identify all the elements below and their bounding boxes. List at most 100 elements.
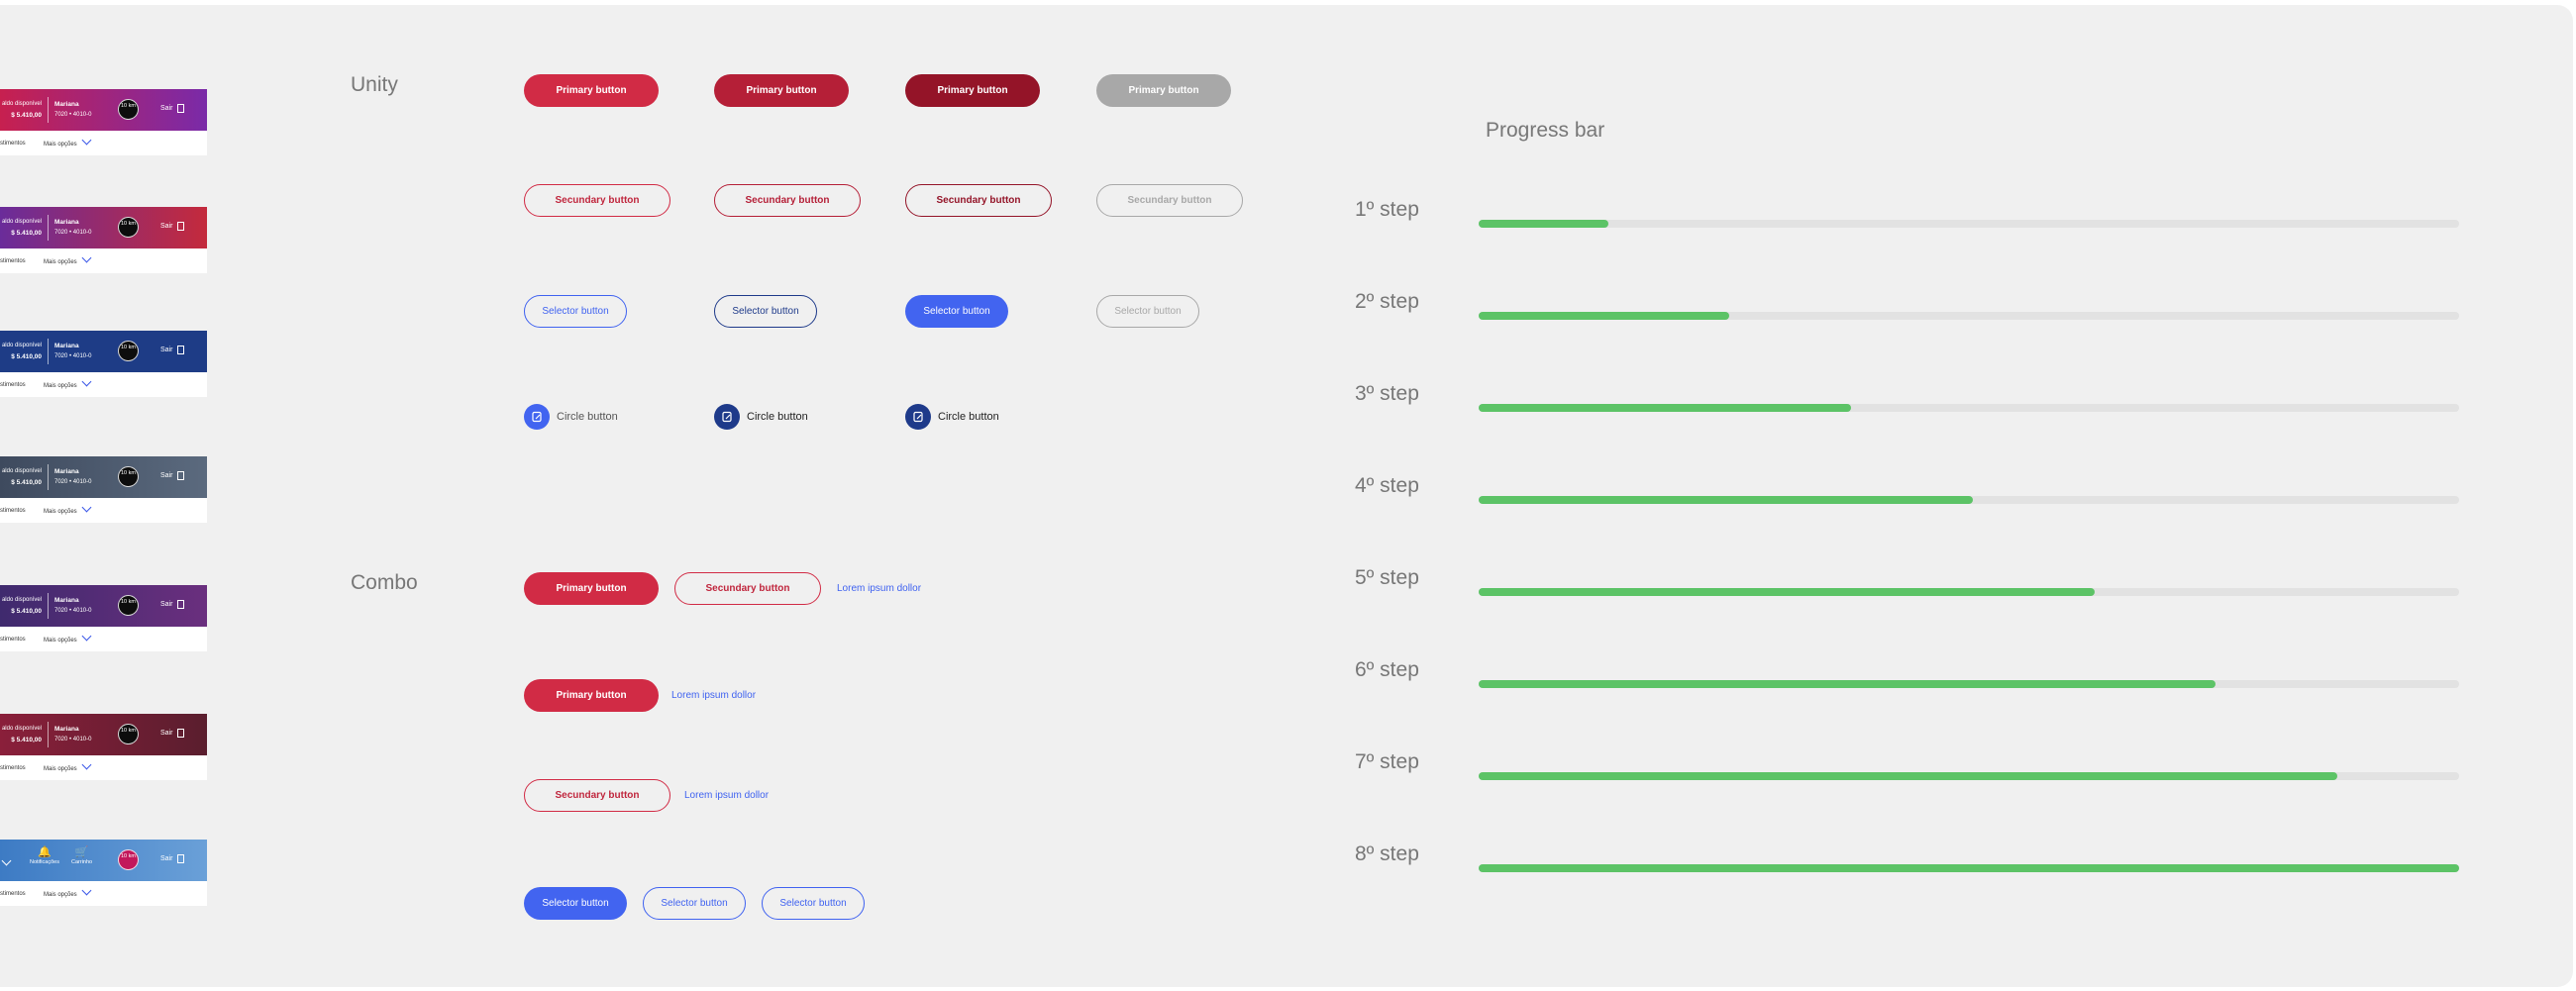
user-name: Mariana [54, 726, 79, 733]
combo-secondary-button-2[interactable]: Secundary button [524, 779, 670, 812]
combo-selector-2[interactable]: Selector button [643, 887, 746, 920]
secondary-button-pressed[interactable]: Secundary button [905, 184, 1052, 217]
progress-fill [1479, 496, 1973, 504]
exit-icon [177, 729, 185, 738]
subnav-more-options[interactable]: Mais opções [44, 759, 92, 772]
header-subnav: stimentos Mais opções [0, 248, 207, 273]
score-badge[interactable]: 10 km [118, 341, 139, 361]
balance-label: aldo disponível [1, 101, 42, 107]
subnav-investments[interactable]: stimentos [0, 257, 26, 264]
edit-icon [714, 404, 740, 430]
user-name: Mariana [54, 597, 79, 604]
combo-primary-button[interactable]: Primary button [524, 572, 659, 605]
progress-fill [1479, 220, 1608, 228]
user-name: Mariana [54, 468, 79, 475]
cart-button[interactable]: 🛒 Carrinho [71, 846, 92, 866]
subnav-more-options[interactable]: Mais opções [44, 502, 92, 515]
selector-button-active[interactable]: Selector button [905, 295, 1008, 328]
more-options-label: Mais opções [44, 259, 77, 265]
score-badge[interactable]: 10 km [118, 217, 139, 238]
score-badge[interactable]: 10 km [118, 595, 139, 616]
section-progress-title: Progress bar [1486, 119, 1605, 142]
chevron-down-icon[interactable] [0, 853, 12, 871]
exit-label: Sair [160, 223, 173, 230]
account-number: 7020 • 4010-0 [54, 353, 92, 359]
score-badge[interactable]: 10 km [118, 849, 139, 870]
notifications-label: Notificações [30, 859, 59, 865]
subnav-investments[interactable]: stimentos [0, 140, 26, 147]
edit-icon [524, 404, 550, 430]
chevron-down-icon [81, 759, 92, 770]
progress-track [1479, 220, 2459, 228]
balance-label: aldo disponível [1, 468, 42, 474]
exit-button[interactable]: Sair [160, 471, 185, 480]
exit-button[interactable]: Sair [160, 222, 185, 231]
divider [48, 464, 49, 490]
combo-link-2[interactable]: Lorem ipsum dollor [671, 690, 757, 701]
more-options-label: Mais opções [44, 766, 77, 772]
combo-selector-3[interactable]: Selector button [762, 887, 865, 920]
subnav-investments[interactable]: stimentos [0, 636, 26, 643]
exit-icon [177, 222, 185, 231]
progress-fill [1479, 680, 2216, 688]
subnav-more-options[interactable]: Mais opções [44, 631, 92, 644]
primary-button-hover[interactable]: Primary button [714, 74, 849, 107]
score-badge[interactable]: 10 km [118, 99, 139, 120]
combo-secondary-button[interactable]: Secundary button [674, 572, 821, 605]
exit-button[interactable]: Sair [160, 600, 185, 609]
exit-button[interactable]: Sair [160, 104, 185, 113]
subnav-investments[interactable]: stimentos [0, 764, 26, 771]
chevron-down-icon [81, 502, 92, 513]
balance-block: aldo disponível $ 5.410,00 [0, 99, 42, 121]
exit-button[interactable]: Sair [160, 346, 185, 354]
secondary-button-hover[interactable]: Secundary button [714, 184, 861, 217]
primary-button-pressed[interactable]: Primary button [905, 74, 1040, 107]
user-block: Mariana 7020 • 4010-0 [54, 466, 91, 488]
subnav-investments[interactable]: stimentos [0, 507, 26, 514]
more-options-label: Mais opções [44, 142, 77, 148]
circle-button-label: Circle button [747, 411, 808, 423]
progress-track [1479, 312, 2459, 320]
balance-value: $ 5.410,00 [11, 112, 42, 119]
account-number: 7020 • 4010-0 [54, 112, 92, 118]
circle-button-pressed[interactable]: Circle button [905, 404, 999, 430]
exit-label: Sair [160, 347, 173, 353]
header-subnav: stimentos Mais opções [0, 131, 207, 155]
account-number: 7020 • 4010-0 [54, 608, 92, 614]
divider [48, 593, 49, 619]
exit-label: Sair [160, 730, 173, 737]
circle-button-default[interactable]: Circle button [524, 404, 618, 430]
more-options-label: Mais opções [44, 509, 77, 515]
circle-button-hover[interactable]: Circle button [714, 404, 808, 430]
combo-primary-button-2[interactable]: Primary button [524, 679, 659, 712]
header-subnav: stimentos Mais opções [0, 881, 207, 906]
exit-button[interactable]: Sair [160, 729, 185, 738]
subnav-investments[interactable]: stimentos [0, 890, 26, 897]
combo-selector-active[interactable]: Selector button [524, 887, 627, 920]
selector-button-disabled[interactable]: Selector button [1096, 295, 1199, 328]
step-label: 7º step [1355, 750, 1419, 773]
user-name: Mariana [54, 343, 79, 349]
subnav-more-options[interactable]: Mais opções [44, 252, 92, 265]
exit-button[interactable]: Sair [160, 854, 185, 863]
subnav-more-options[interactable]: Mais opções [44, 376, 92, 389]
selector-button-default[interactable]: Selector button [524, 295, 627, 328]
selector-button-hover[interactable]: Selector button [714, 295, 817, 328]
header-bar: aldo disponível $ 5.410,00 Mariana 7020 • 4… [0, 456, 207, 498]
primary-button-default[interactable]: Primary button [524, 74, 659, 107]
primary-button-disabled[interactable]: Primary button [1096, 74, 1231, 107]
subnav-more-options[interactable]: Mais opções [44, 135, 92, 148]
header-subnav: stimentos Mais opções [0, 498, 207, 523]
secondary-button-disabled[interactable]: Secundary button [1096, 184, 1243, 217]
combo-link[interactable]: Lorem ipsum dollor [837, 583, 922, 594]
subnav-more-options[interactable]: Mais opções [44, 885, 92, 898]
balance-label: aldo disponível [1, 219, 42, 225]
subnav-investments[interactable]: stimentos [0, 381, 26, 388]
combo-link-3[interactable]: Lorem ipsum dollor [684, 790, 770, 801]
balance-value: $ 5.410,00 [11, 479, 42, 486]
score-badge[interactable]: 10 km [118, 466, 139, 487]
notifications-button[interactable]: 🔔 Notificações [30, 846, 59, 866]
secondary-button-default[interactable]: Secundary button [524, 184, 670, 217]
score-badge[interactable]: 10 km [118, 724, 139, 744]
exit-icon [177, 346, 185, 354]
